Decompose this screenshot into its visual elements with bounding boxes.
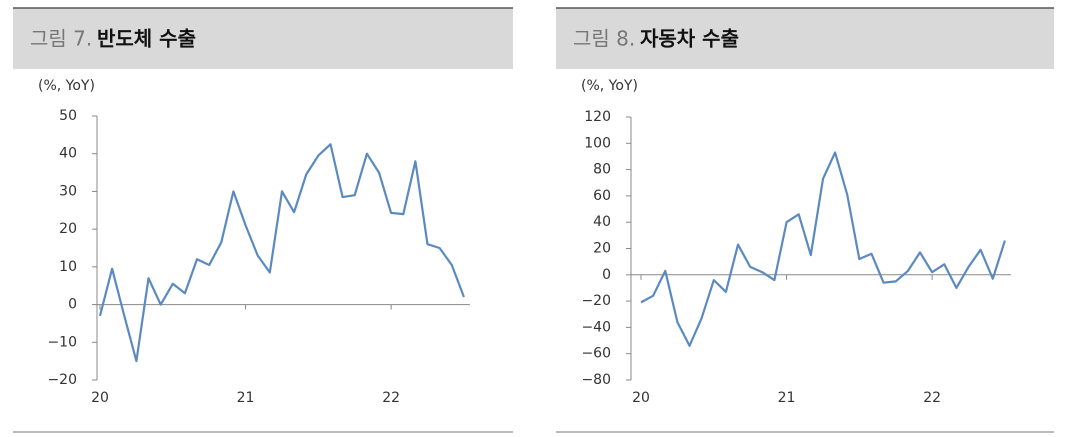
x-tick-label: 21 <box>778 390 796 406</box>
y-tick-label: 80 <box>593 162 611 178</box>
y-tick-label: 120 <box>584 109 611 125</box>
y-tick-label: −40 <box>581 319 611 335</box>
y-unit: (%, YoY) <box>38 78 95 94</box>
y-tick-label: 10 <box>59 259 77 275</box>
y-tick-label: 0 <box>602 267 611 283</box>
y-tick-label: −10 <box>47 334 77 350</box>
y-tick-label: −60 <box>581 346 611 362</box>
y-tick-label: −20 <box>581 293 611 309</box>
y-tick-label: −80 <box>581 372 611 388</box>
figure-label: 그림 8. <box>573 27 635 51</box>
y-tick-label: 30 <box>59 183 77 199</box>
chart-title: 자동차 수출 <box>640 27 739 51</box>
y-tick-label: 20 <box>593 241 611 257</box>
y-tick-label: 50 <box>59 108 77 124</box>
y-tick-label: 40 <box>593 214 611 230</box>
x-tick-label: 20 <box>632 390 650 406</box>
data-line <box>98 143 465 363</box>
figure-label: 그림 7. <box>30 27 92 51</box>
y-tick-label: 40 <box>59 146 77 162</box>
x-tick-label: 22 <box>382 390 400 406</box>
y-tick-label: −20 <box>47 372 77 388</box>
y-tick-label: 0 <box>68 297 77 313</box>
y-tick-label: 100 <box>584 135 611 151</box>
data-line <box>640 151 1006 347</box>
x-tick-label: 22 <box>923 390 941 406</box>
header-bg <box>13 8 513 69</box>
y-tick-label: 20 <box>59 221 77 237</box>
x-tick-label: 20 <box>91 390 109 406</box>
chart-title: 반도체 수출 <box>97 27 196 51</box>
y-unit: (%, YoY) <box>581 78 638 94</box>
y-tick-label: 60 <box>593 188 611 204</box>
x-tick-label: 21 <box>237 390 255 406</box>
header-bg <box>556 8 1054 69</box>
